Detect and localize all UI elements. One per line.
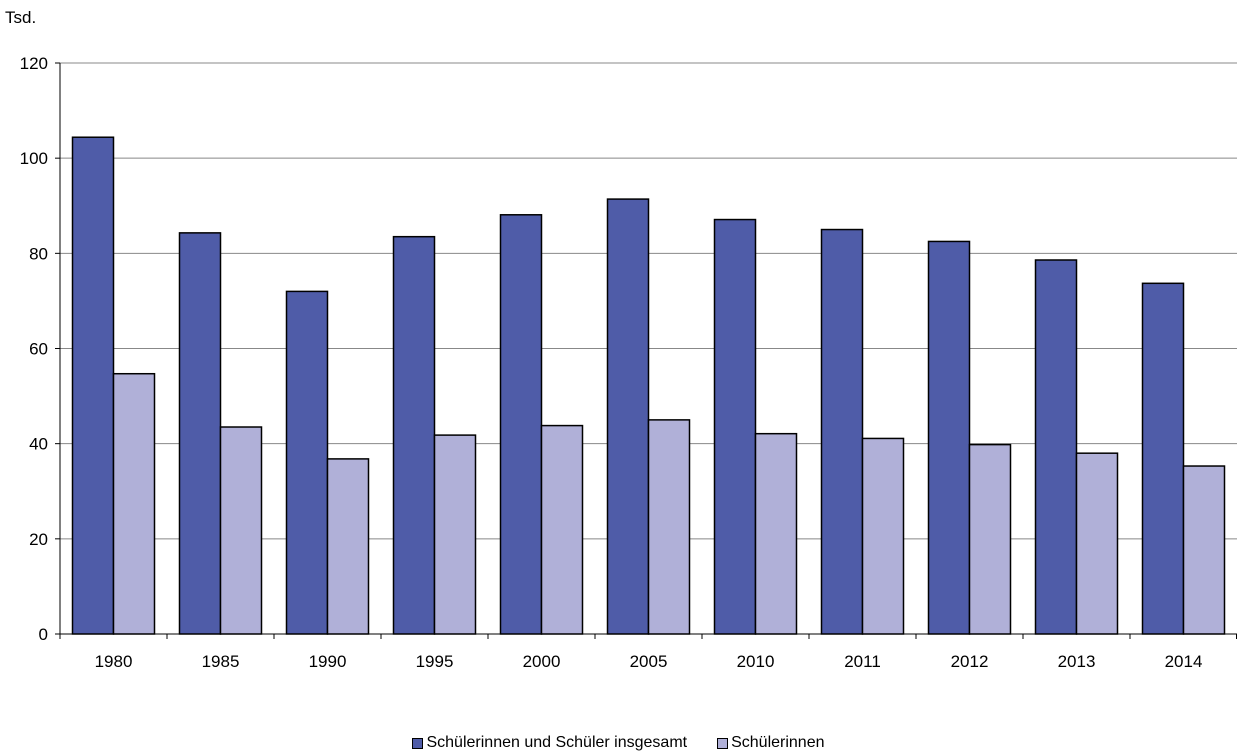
bar-female-2010 bbox=[754, 432, 798, 635]
x-tick-label-1995: 1995 bbox=[416, 652, 454, 671]
bar-total-2011 bbox=[820, 228, 864, 635]
bar-female-2011 bbox=[861, 437, 905, 635]
legend-item-total: Schülerinnen und Schüler insgesamt bbox=[412, 733, 687, 753]
legend-label-female: Schülerinnen bbox=[731, 734, 825, 751]
x-tick-label-2011: 2011 bbox=[844, 652, 881, 671]
bar-total-2005 bbox=[606, 198, 650, 635]
x-tick-label-1980: 1980 bbox=[95, 652, 133, 671]
bar-total-1995 bbox=[392, 235, 436, 635]
y-tick-label-120: 120 bbox=[20, 54, 48, 73]
x-tick-label-1985: 1985 bbox=[202, 652, 240, 671]
legend-label-total: Schülerinnen und Schüler insgesamt bbox=[426, 734, 688, 751]
bar-female-2000 bbox=[540, 424, 584, 635]
x-tick-label-2012: 2012 bbox=[951, 652, 989, 671]
legend: Schülerinnen und Schüler insgesamt Schül… bbox=[0, 733, 1237, 753]
bar-female-1990 bbox=[326, 458, 370, 635]
legend-swatch-total bbox=[412, 737, 424, 749]
bar-total-2013 bbox=[1034, 259, 1078, 635]
bar-chart: 0 20 40 60 80 100 120 1980 1985 1990 1995 2000 2005 2… bbox=[20, 54, 1237, 671]
x-tick-label-2010: 2010 bbox=[737, 652, 775, 671]
bar-total-1985 bbox=[178, 232, 222, 635]
bar-female-2005 bbox=[647, 419, 691, 635]
y-tick-label-20: 20 bbox=[29, 530, 48, 549]
bar-total-2010 bbox=[713, 218, 757, 635]
bar-female-2012 bbox=[968, 443, 1012, 635]
bar-female-1985 bbox=[219, 426, 263, 635]
x-tick-label-2000: 2000 bbox=[523, 652, 561, 671]
x-tick-label-2005: 2005 bbox=[630, 652, 668, 671]
x-tick-label-2013: 2013 bbox=[1058, 652, 1096, 671]
bar-total-2000 bbox=[499, 214, 543, 635]
y-tick-label-100: 100 bbox=[20, 149, 48, 168]
x-tick-label-2014: 2014 bbox=[1165, 652, 1203, 671]
bar-female-1980 bbox=[112, 372, 156, 635]
y-tick-label-0: 0 bbox=[39, 625, 48, 644]
bar-female-2014 bbox=[1182, 465, 1226, 635]
legend-item-female: Schülerinnen bbox=[717, 733, 825, 753]
y-tick-label-80: 80 bbox=[29, 244, 48, 263]
x-tick-label-1990: 1990 bbox=[309, 652, 347, 671]
bar-female-2013 bbox=[1075, 452, 1119, 635]
bar-total-2014 bbox=[1141, 282, 1185, 635]
bar-total-2012 bbox=[927, 240, 971, 635]
y-tick-label-40: 40 bbox=[29, 435, 48, 454]
y-axis-unit-label: Tsd. bbox=[5, 8, 37, 27]
y-tick-label-60: 60 bbox=[29, 340, 48, 359]
legend-swatch-female bbox=[717, 737, 729, 749]
bar-total-1990 bbox=[285, 290, 329, 635]
bar-total-1980 bbox=[71, 136, 115, 635]
bar-female-1995 bbox=[433, 434, 477, 635]
